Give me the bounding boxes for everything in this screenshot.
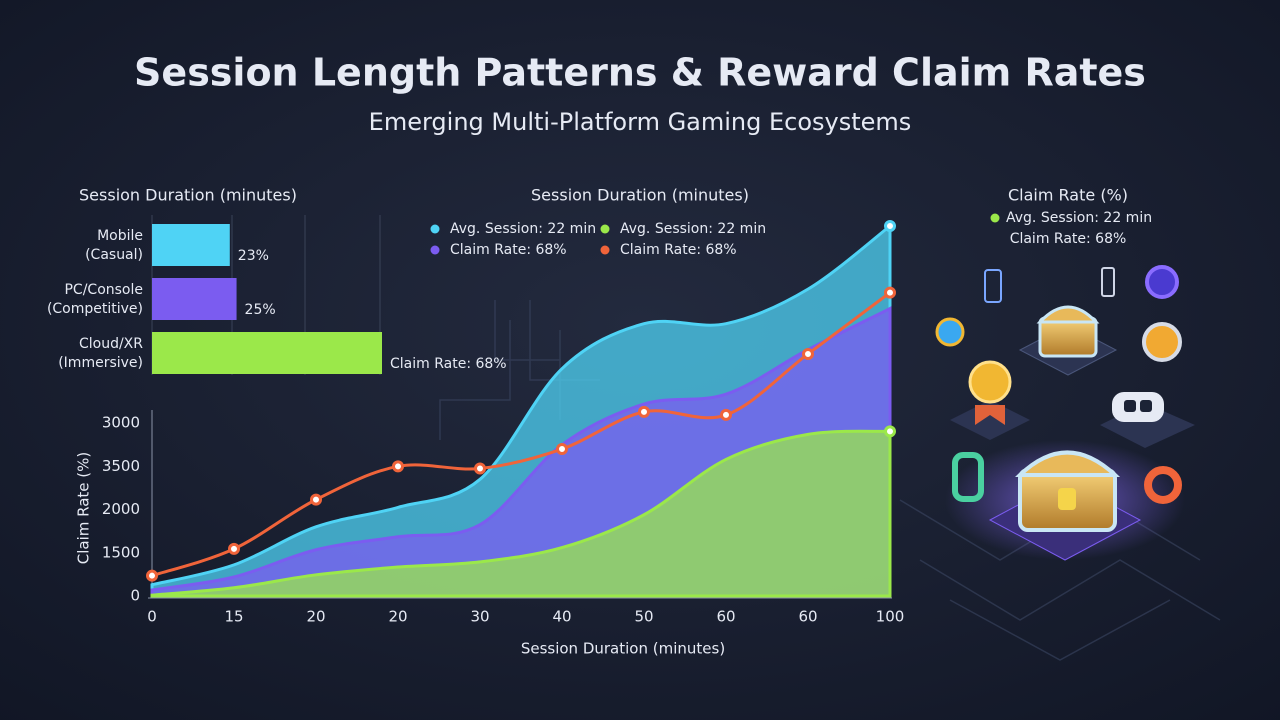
legend-label: Avg. Session: 22 min xyxy=(620,221,766,237)
x-tick-label: 0 xyxy=(147,608,157,626)
bar xyxy=(152,332,382,374)
x-tick-label: 50 xyxy=(634,608,653,626)
point xyxy=(884,425,896,438)
x-axis-label: Session Duration (minutes) xyxy=(521,640,725,658)
y-tick-label: 3000 xyxy=(102,414,140,432)
bar-category-label: Mobile xyxy=(97,228,143,244)
legend-label: Claim Rate: 68% xyxy=(620,242,737,258)
bar-value-label: 23% xyxy=(238,248,269,264)
bar-category-label: (Casual) xyxy=(85,247,143,263)
area xyxy=(150,429,892,598)
bar-category-label: PC/Console xyxy=(64,282,143,298)
point xyxy=(884,220,896,233)
legend-swatch xyxy=(990,213,1000,223)
point xyxy=(884,286,896,299)
bar-value-label: 25% xyxy=(245,302,276,318)
legend-label: Claim Rate: 68% xyxy=(1010,231,1127,247)
x-tick-label: 15 xyxy=(224,608,243,626)
point xyxy=(720,408,732,421)
bar xyxy=(152,278,237,320)
bar xyxy=(152,224,230,266)
x-tick-label: 40 xyxy=(552,608,571,626)
bar-chart-title: Session Duration (minutes) xyxy=(79,186,297,205)
illustration xyxy=(935,265,1195,561)
bar-category-label: (Immersive) xyxy=(58,355,143,371)
x-tick-label: 60 xyxy=(798,608,817,626)
point xyxy=(638,405,650,418)
legend-swatch xyxy=(430,245,440,255)
y-tick-label: 0 xyxy=(130,587,140,605)
title: Session Length Patterns & Reward Claim R… xyxy=(134,51,1146,95)
x-tick-label: 20 xyxy=(388,608,407,626)
point xyxy=(146,569,158,582)
point xyxy=(474,462,486,475)
y-tick-label: 3500 xyxy=(102,457,140,475)
legend-label: Avg. Session: 22 min xyxy=(1006,210,1152,226)
bar-category-label: (Competitive) xyxy=(47,301,143,317)
x-tick-label: 20 xyxy=(306,608,325,626)
area-chart-title: Session Duration (minutes) xyxy=(531,186,749,205)
point xyxy=(228,542,240,555)
y-tick-label: 1500 xyxy=(102,543,140,561)
point xyxy=(802,347,814,360)
x-tick-label: 60 xyxy=(716,608,735,626)
side-title: Claim Rate (%) xyxy=(1008,186,1128,205)
subtitle: Emerging Multi-Platform Gaming Ecosystem… xyxy=(369,108,912,136)
legend-swatch xyxy=(430,224,440,234)
line xyxy=(151,291,891,578)
x-tick-label: 30 xyxy=(470,608,489,626)
y-tick-label: 2000 xyxy=(102,500,140,518)
bar-category-label: Cloud/XR xyxy=(79,336,143,352)
point xyxy=(310,493,322,506)
legend-swatch xyxy=(600,224,610,234)
legend-swatch xyxy=(600,245,610,255)
point xyxy=(392,460,404,473)
point xyxy=(556,443,568,456)
legend-label: Avg. Session: 22 min xyxy=(450,221,596,237)
x-tick-label: 100 xyxy=(876,608,905,626)
y-axis-label: Claim Rate (%) xyxy=(75,452,93,565)
legend-label: Claim Rate: 68% xyxy=(450,242,567,258)
bar-value-label: Claim Rate: 68% xyxy=(390,356,507,372)
